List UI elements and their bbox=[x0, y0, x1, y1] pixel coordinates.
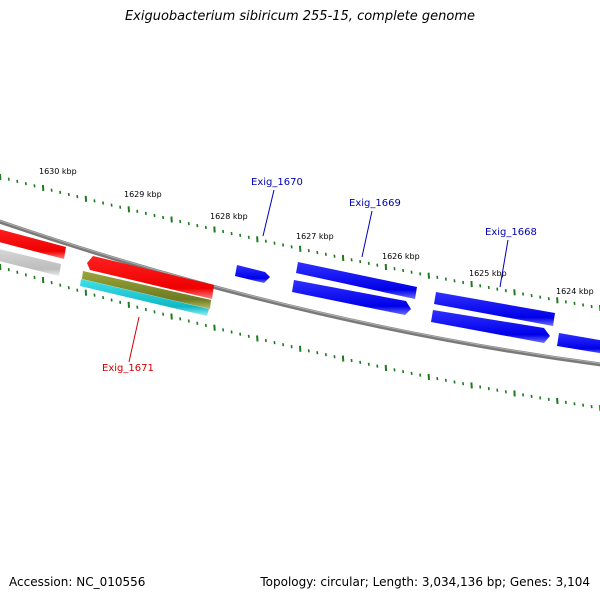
ruler-label-1624: 1624 kbp bbox=[556, 287, 594, 296]
ruler-label-1628: 1628 kbp bbox=[210, 212, 248, 221]
ruler-label-1627: 1627 kbp bbox=[296, 232, 334, 241]
map-title: Exiguobacterium sibiricum 255-15, comple… bbox=[0, 9, 600, 24]
ruler-label-1625: 1625 kbp bbox=[469, 269, 507, 278]
genome-summary-text: Topology: circular; Length: 3,034,136 bp… bbox=[260, 575, 590, 589]
leader-line-exig-1670 bbox=[263, 190, 274, 236]
gene-feature-next[interactable] bbox=[557, 333, 600, 354]
leader-line-exig-1669 bbox=[362, 211, 372, 257]
ruler-label-1629: 1629 kbp bbox=[124, 190, 162, 199]
accession-text: Accession: NC_010556 bbox=[9, 575, 145, 589]
leader-line-exig-1668 bbox=[500, 240, 508, 287]
gene-label-exig-1670[interactable]: Exig_1670 bbox=[251, 177, 303, 188]
reverse-strand-features bbox=[0, 228, 214, 316]
gene-label-exig-1669[interactable]: Exig_1669 bbox=[349, 198, 401, 209]
gene-label-exig-1671[interactable]: Exig_1671 bbox=[102, 363, 154, 374]
gene-feature-exig-1670[interactable] bbox=[235, 265, 270, 283]
ruler-label-1626: 1626 kbp bbox=[382, 252, 420, 261]
gene-label-exig-1668[interactable]: Exig_1668 bbox=[485, 227, 537, 238]
ruler-label-1630: 1630 kbp bbox=[39, 167, 77, 176]
leader-line-exig-1671 bbox=[129, 317, 139, 362]
